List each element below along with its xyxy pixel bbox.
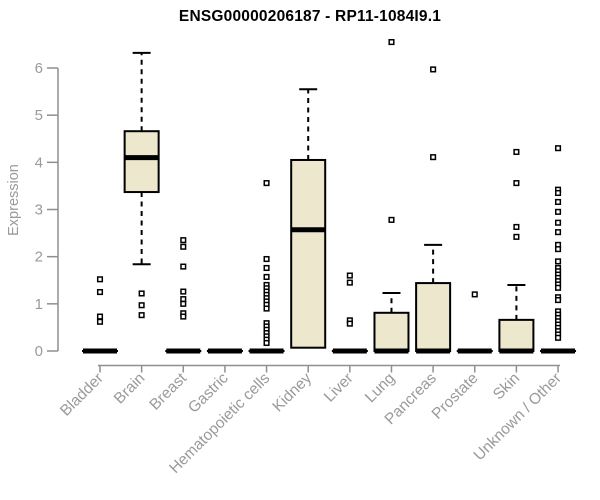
outlier-point	[96, 318, 104, 325]
outlier-point	[180, 296, 187, 303]
outlier-point	[554, 258, 562, 265]
outlier-point	[96, 276, 104, 283]
outlier-point	[180, 237, 187, 244]
outlier-point	[554, 198, 562, 206]
outlier-point	[263, 273, 270, 280]
boxplot-breast	[165, 237, 202, 354]
outlier-point	[96, 313, 104, 320]
outlier-point	[263, 264, 270, 272]
x-tick-label-liver: Liver	[321, 370, 357, 406]
y-tick-label: 2	[35, 249, 43, 266]
outlier-point	[554, 219, 562, 226]
x-tick-label-breast: Breast	[146, 369, 190, 413]
outlier-point	[180, 288, 187, 295]
outlier-point	[554, 145, 562, 152]
outlier-point	[471, 291, 478, 298]
x-tick-label-skin: Skin	[490, 370, 523, 403]
box	[498, 318, 535, 352]
outlier-point	[554, 229, 562, 236]
box	[123, 130, 160, 194]
outlier-point	[138, 290, 145, 297]
outlier-point	[180, 300, 187, 307]
boxplot-prostate	[456, 291, 493, 354]
x-tick-label-prostate: Prostate	[429, 370, 482, 423]
boxplot-unknown-other	[540, 145, 577, 354]
boxplot-kidney	[290, 88, 327, 349]
outlier-point	[554, 246, 562, 253]
outlier-point	[180, 243, 187, 250]
box	[290, 158, 327, 349]
outlier-point	[554, 334, 562, 341]
x-tick-label-bladder: Bladder	[57, 370, 107, 420]
x-tick-label-lung: Lung	[362, 370, 398, 406]
chart-title: ENSG00000206187 - RP11-1084I9.1	[178, 8, 442, 25]
outlier-point	[513, 148, 520, 156]
outlier-point	[388, 216, 395, 223]
outlier-point	[346, 320, 353, 327]
y-tick-label: 5	[35, 107, 43, 124]
outlier-point	[263, 339, 270, 347]
x-tick-label-brain: Brain	[111, 370, 149, 408]
y-tick-label: 1	[35, 296, 43, 313]
outlier-point	[430, 154, 437, 161]
outlier-point	[554, 189, 562, 197]
outlier-point	[96, 288, 104, 296]
box	[373, 311, 410, 353]
outlier-point	[554, 208, 562, 215]
box	[415, 282, 452, 352]
outlier-point	[513, 233, 520, 240]
outlier-point	[346, 279, 353, 286]
outlier-point	[138, 302, 145, 309]
outlier-point	[430, 66, 437, 73]
outlier-point	[180, 313, 187, 320]
y-tick-label: 4	[35, 154, 43, 171]
outlier-point	[513, 223, 520, 231]
boxplot-bladder	[82, 276, 118, 354]
outlier-point	[554, 297, 562, 304]
y-tick-label: 0	[35, 343, 43, 360]
boxplot-skin	[498, 148, 535, 354]
outlier-point	[263, 305, 270, 312]
outlier-point	[513, 180, 520, 187]
outlier-point	[554, 284, 562, 291]
boxplot-pancreas	[415, 66, 452, 354]
outlier-point	[346, 272, 353, 279]
boxplot-hematopoietic-cells	[248, 180, 285, 354]
outlier-point	[263, 180, 270, 187]
boxplot-liver	[331, 272, 368, 354]
outlier-point	[138, 312, 145, 319]
outlier-point	[180, 263, 187, 270]
outlier-point	[388, 39, 395, 46]
x-tick-label-kidney: Kidney	[269, 370, 315, 416]
y-tick-label: 6	[35, 60, 43, 77]
y-tick-label: 3	[35, 202, 43, 219]
boxplot-lung	[373, 39, 410, 354]
outlier-point	[263, 255, 270, 263]
boxplot-brain	[123, 51, 160, 319]
